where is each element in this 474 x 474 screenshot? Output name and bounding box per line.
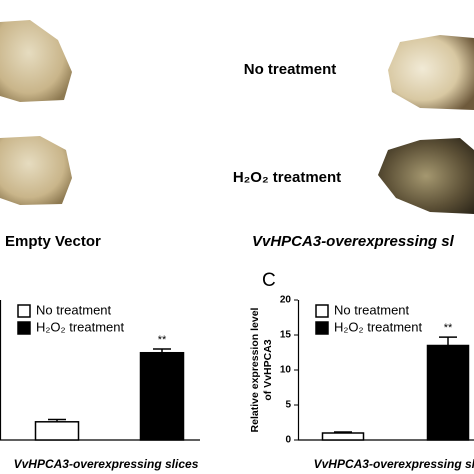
legend-label: H₂O₂ treatment (334, 319, 423, 334)
x-axis-label: VvHPCA3-overexpressing slices (14, 457, 199, 471)
significance: ** (158, 334, 167, 346)
y-tick-label: 20 (280, 295, 292, 306)
legend-label: No treatment (36, 302, 112, 317)
panel-label: C (262, 270, 276, 291)
y-tick-label: 10 (280, 365, 292, 376)
y-tick-label: 0 (285, 435, 291, 446)
bar (426, 344, 470, 441)
y-tick-label: 5 (285, 400, 291, 411)
legend-label: No treatment (334, 302, 410, 317)
legend-swatch (315, 321, 329, 335)
photo-slice (0, 136, 72, 205)
legend-swatch (315, 304, 329, 318)
bar (139, 351, 185, 441)
x-axis-label: VvHPCA3-overexpressing slices (314, 457, 474, 471)
photo-slice (0, 20, 72, 102)
row-label: No treatment (244, 61, 337, 78)
photo-slice (388, 35, 474, 110)
significance: ** (444, 322, 453, 334)
bar (34, 421, 80, 441)
column-label: VvHPCA3-overexpressing sl (252, 233, 455, 250)
row-label: H₂O₂ treatment (233, 169, 341, 186)
photo-slice (378, 138, 474, 214)
y-axis-label: Relative expression level (249, 307, 261, 432)
column-label: Empty Vector (5, 233, 101, 250)
y-axis-label: of VvHPCA3 (262, 339, 274, 400)
legend-swatch (17, 321, 31, 335)
legend-swatch (17, 304, 31, 318)
y-tick-label: 15 (280, 330, 292, 341)
bar (321, 432, 365, 441)
legend-label: H₂O₂ treatment (36, 319, 125, 334)
